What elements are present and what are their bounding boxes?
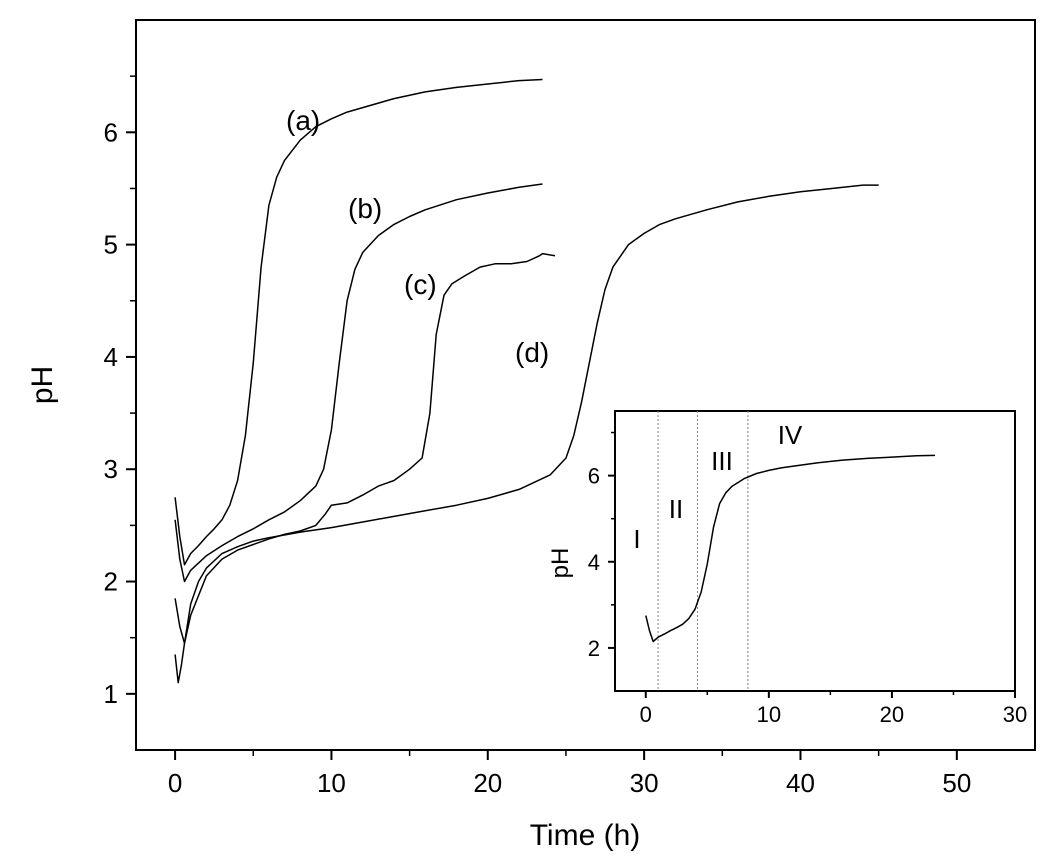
inset-curves <box>645 454 936 643</box>
inset-y-tick-label: 6 <box>588 464 600 489</box>
inset-x-tick-label: 20 <box>880 702 904 727</box>
main-y-tick-label: 6 <box>104 117 118 147</box>
x-axis-title: Time (h) <box>530 819 641 852</box>
inset-x-tick-label: 10 <box>757 702 781 727</box>
curve-label-d: (d) <box>515 337 549 368</box>
main-curve-1 <box>174 78 543 566</box>
inset-y-tick-label: 4 <box>588 550 600 575</box>
inset-x-tick-label: 0 <box>640 702 652 727</box>
curve-label-a: (a) <box>286 105 320 136</box>
main-x-tick-label: 20 <box>473 768 502 798</box>
main-y-tick-label: 1 <box>104 679 118 709</box>
curve-label-b: (b) <box>348 193 382 224</box>
main-x-tick-label: 10 <box>317 768 346 798</box>
inset-axis-ticks: 0 10 20 30 2 4 6 <box>588 431 1027 727</box>
inset-y-tick-label: 2 <box>588 636 600 661</box>
inset-region-boundaries <box>657 411 749 691</box>
inset-curve-1 <box>645 454 936 643</box>
main-x-tick-label: 40 <box>786 768 815 798</box>
main-y-tick-label: 3 <box>104 454 118 484</box>
main-curves <box>174 78 879 684</box>
main-curve-4 <box>174 184 879 684</box>
y-axis-title: pH <box>26 366 59 404</box>
inset-x-tick-label: 30 <box>1003 702 1027 727</box>
curve-label-c: (c) <box>404 269 437 300</box>
inset-region-label-i: I <box>633 524 640 554</box>
inset-region-label-iv: IV <box>778 420 803 450</box>
main-curve-3 <box>174 252 556 645</box>
main-y-tick-label: 2 <box>104 567 118 597</box>
main-x-tick-label: 0 <box>168 768 182 798</box>
inset-plot-frame <box>614 410 1016 692</box>
inset-region-label-ii: II <box>669 494 683 524</box>
main-y-tick-label: 4 <box>104 342 118 372</box>
inset-y-axis-title: pH <box>547 548 574 579</box>
inset-region-label-iii: III <box>711 446 733 476</box>
main-x-tick-label: 50 <box>942 768 971 798</box>
main-y-tick-label: 5 <box>104 230 118 260</box>
main-curve-2 <box>174 183 543 583</box>
main-x-tick-label: 30 <box>630 768 659 798</box>
